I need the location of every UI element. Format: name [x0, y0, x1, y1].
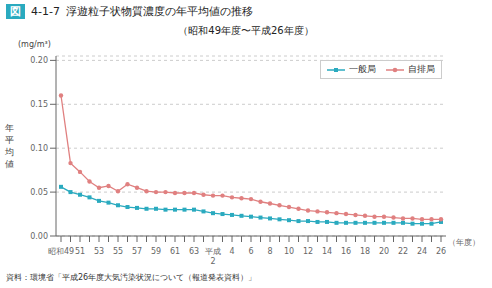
svg-text:0.20: 0.20	[30, 56, 48, 65]
html-text:年: 年	[4, 123, 14, 133]
svg-text:10: 10	[284, 247, 294, 256]
html-text:平: 平	[4, 135, 14, 145]
svg-text:0.05: 0.05	[30, 188, 48, 197]
svg-text:14: 14	[322, 247, 332, 256]
svg-text:20: 20	[379, 247, 389, 256]
html-text:(mg/m³): (mg/m³)	[18, 40, 51, 49]
svg-text:51: 51	[75, 247, 85, 256]
html-text:自排局: 自排局	[408, 64, 435, 74]
svg-text:61: 61	[170, 247, 180, 256]
svg-text:16: 16	[341, 247, 351, 256]
html-text:浮遊粒子状物質濃度の年平均値の推移: 浮遊粒子状物質濃度の年平均値の推移	[65, 5, 253, 18]
svg-text:4: 4	[229, 247, 234, 256]
svg-text:24: 24	[417, 247, 427, 256]
html-text:図: 図	[10, 5, 21, 18]
svg-text:12: 12	[303, 247, 313, 256]
html-text:（昭和49年度〜平成26年度）: （昭和49年度〜平成26年度）	[178, 25, 314, 36]
html-text:（年度）: （年度）	[448, 238, 480, 247]
svg-text:昭和49: 昭和49	[48, 247, 74, 256]
svg-text:55: 55	[113, 247, 123, 256]
svg-text:平成2: 平成2	[205, 247, 221, 266]
svg-text:0.00: 0.00	[30, 232, 48, 241]
html-text:資料：環境省「平成26年度大気汚染状況について（報道発表資料: 資料：環境省「平成26年度大気汚染状況について（報道発表資料）」	[6, 273, 257, 282]
svg-text:22: 22	[398, 247, 408, 256]
html-text:一般局: 一般局	[349, 64, 376, 74]
svg-text:0.15: 0.15	[30, 100, 48, 109]
svg-text:57: 57	[132, 247, 142, 256]
svg-text:8: 8	[267, 247, 272, 256]
html-text:値: 値	[4, 159, 14, 169]
svg-text:59: 59	[151, 247, 161, 256]
svg-text:6: 6	[248, 247, 253, 256]
svg-text:53: 53	[94, 247, 104, 256]
svg-text:18: 18	[360, 247, 370, 256]
svg-text:0.10: 0.10	[30, 144, 48, 153]
html-text:均: 均	[4, 147, 14, 157]
svg-text:63: 63	[189, 247, 199, 256]
svg-text:26: 26	[436, 247, 446, 256]
html-text:4-1-7: 4-1-7	[31, 5, 60, 18]
